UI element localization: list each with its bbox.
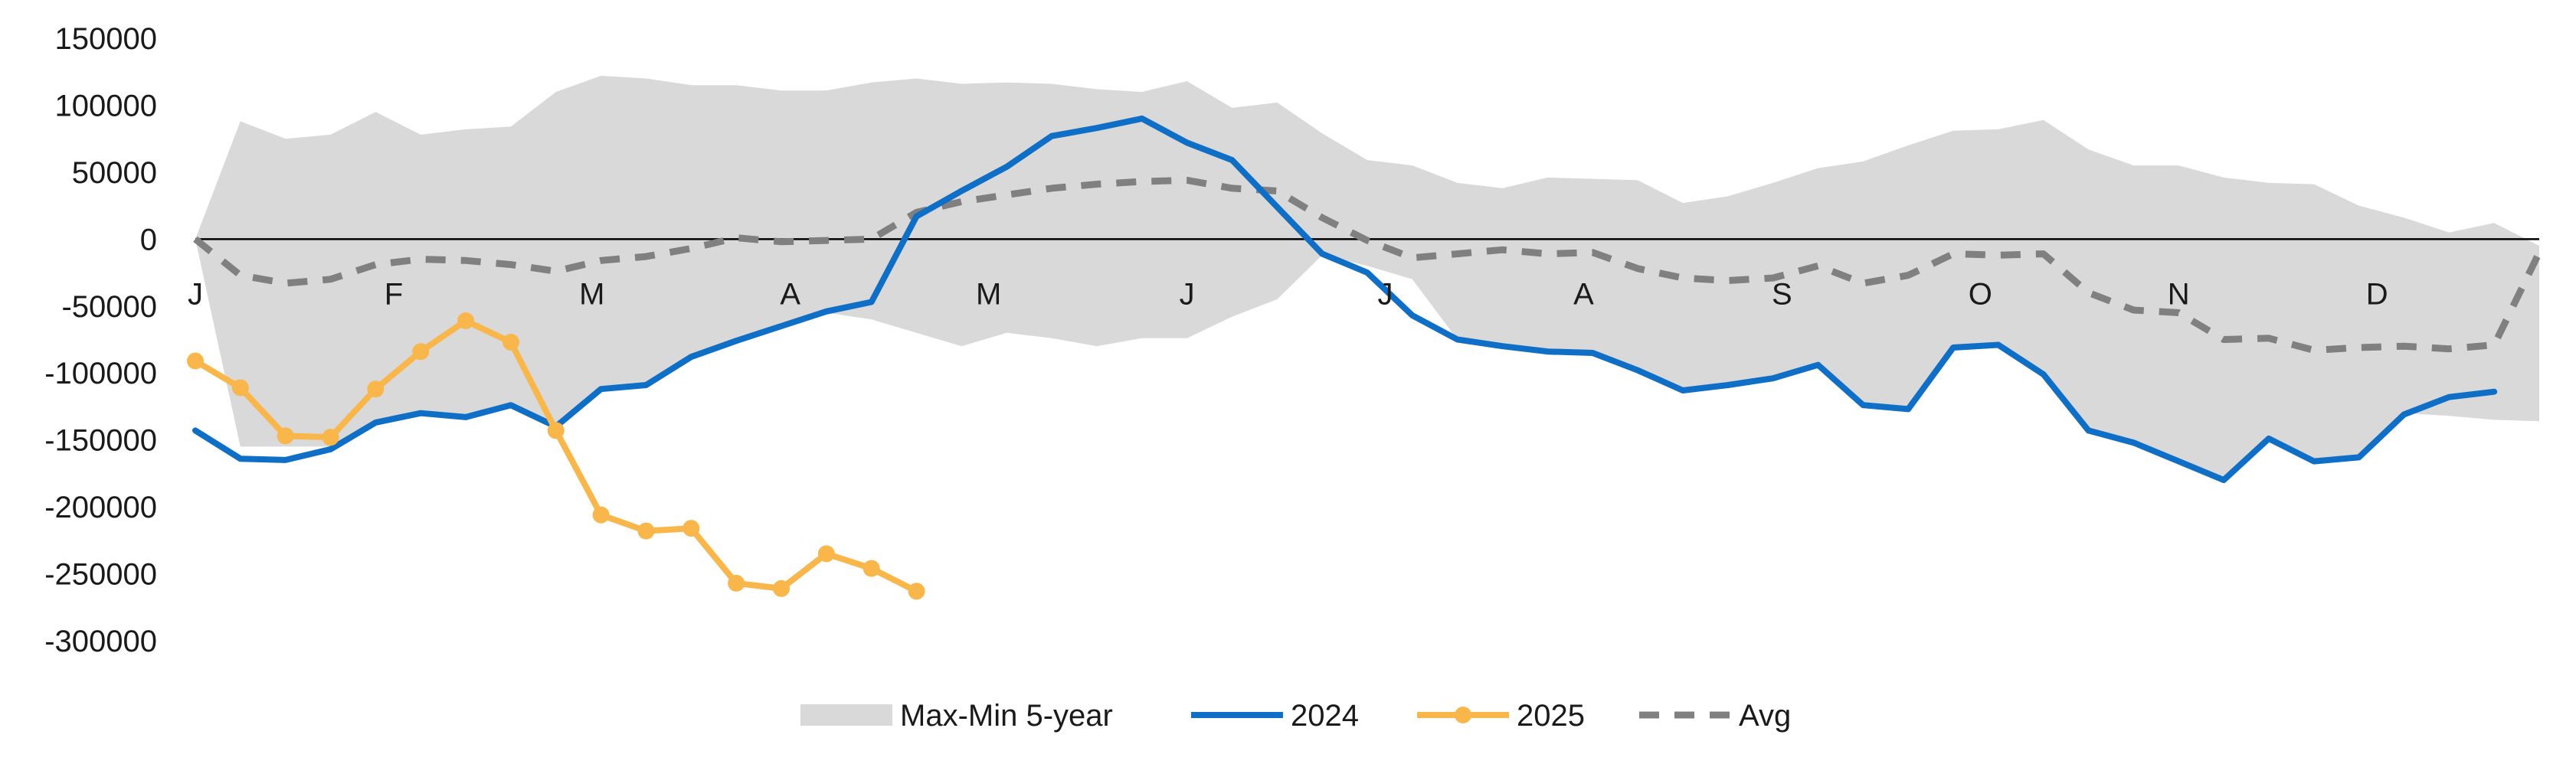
- y-tick-label: -200000: [44, 491, 157, 524]
- series-2024: [192, 115, 2498, 484]
- x-tick-label: N: [2168, 277, 2190, 311]
- x-tick-label: S: [1772, 277, 1792, 311]
- max-min-band: [195, 76, 2539, 481]
- series-2025-point: [908, 583, 925, 600]
- series-2025-point: [682, 520, 700, 537]
- series-2024-line: [192, 115, 2498, 484]
- legend-swatch: [800, 704, 892, 726]
- series-2025-point: [412, 343, 430, 361]
- series-2025-point: [322, 429, 339, 446]
- legend-label: 2024: [1291, 699, 1359, 733]
- legend-item-2024: 2024: [1191, 699, 1359, 733]
- series-2025-point: [773, 580, 790, 597]
- series-2025-point: [547, 422, 565, 439]
- y-tick-label: 100000: [55, 89, 157, 122]
- series-avg: [193, 176, 2543, 354]
- series-2025: [187, 312, 925, 600]
- series-avg-line: [193, 176, 2543, 354]
- legend-item-max-min-5-year: Max-Min 5-year: [800, 699, 1113, 733]
- x-tick-label: A: [1573, 277, 1594, 311]
- series-2025-point: [817, 545, 835, 563]
- series-2025-point: [187, 352, 204, 370]
- series-2025-point: [862, 560, 880, 577]
- x-tick-label: M: [976, 277, 1001, 311]
- y-tick-label: -300000: [44, 625, 157, 658]
- series-2025-point: [277, 427, 294, 445]
- legend-label: 2025: [1517, 699, 1585, 733]
- x-tick-label: A: [780, 277, 800, 311]
- x-tick-label: D: [2366, 277, 2388, 311]
- legend-item-2025: 2025: [1417, 699, 1585, 733]
- y-tick-label: 50000: [72, 156, 157, 190]
- y-tick-label: -250000: [44, 558, 157, 592]
- x-tick-label: M: [579, 277, 604, 311]
- legend-item-avg: Avg: [1639, 699, 1791, 733]
- series-layer: [187, 115, 2543, 600]
- y-tick-label: -100000: [44, 357, 157, 390]
- legend-marker: [1455, 707, 1471, 723]
- series-2025-point: [592, 506, 610, 524]
- series-2025-point: [231, 379, 249, 397]
- x-tick-label: J: [1180, 277, 1195, 311]
- band-layer: [195, 76, 2539, 481]
- legend-label: Avg: [1739, 699, 1791, 733]
- x-tick-label: J: [188, 277, 203, 311]
- legend-label: Max-Min 5-year: [900, 699, 1113, 733]
- series-2025-point: [457, 312, 475, 330]
- y-tick-label: -50000: [61, 290, 157, 324]
- y-tick-label: -150000: [44, 424, 157, 458]
- series-2025-point: [728, 574, 745, 592]
- legend: Max-Min 5-year 2024 2025 Avg: [800, 699, 1791, 733]
- series-2025-point: [367, 380, 385, 398]
- y-tick-label: 0: [140, 223, 157, 256]
- series-2025-point: [637, 522, 655, 540]
- series-2025-point: [502, 333, 519, 351]
- x-tick-label: J: [1378, 277, 1393, 311]
- y-axis-ticks: 150000 100000 50000 0 -50000 -100000 -150000 -2…: [44, 22, 157, 658]
- x-tick-label: O: [1969, 277, 1992, 311]
- y-tick-label: 150000: [55, 22, 157, 56]
- x-tick-label: F: [385, 277, 403, 311]
